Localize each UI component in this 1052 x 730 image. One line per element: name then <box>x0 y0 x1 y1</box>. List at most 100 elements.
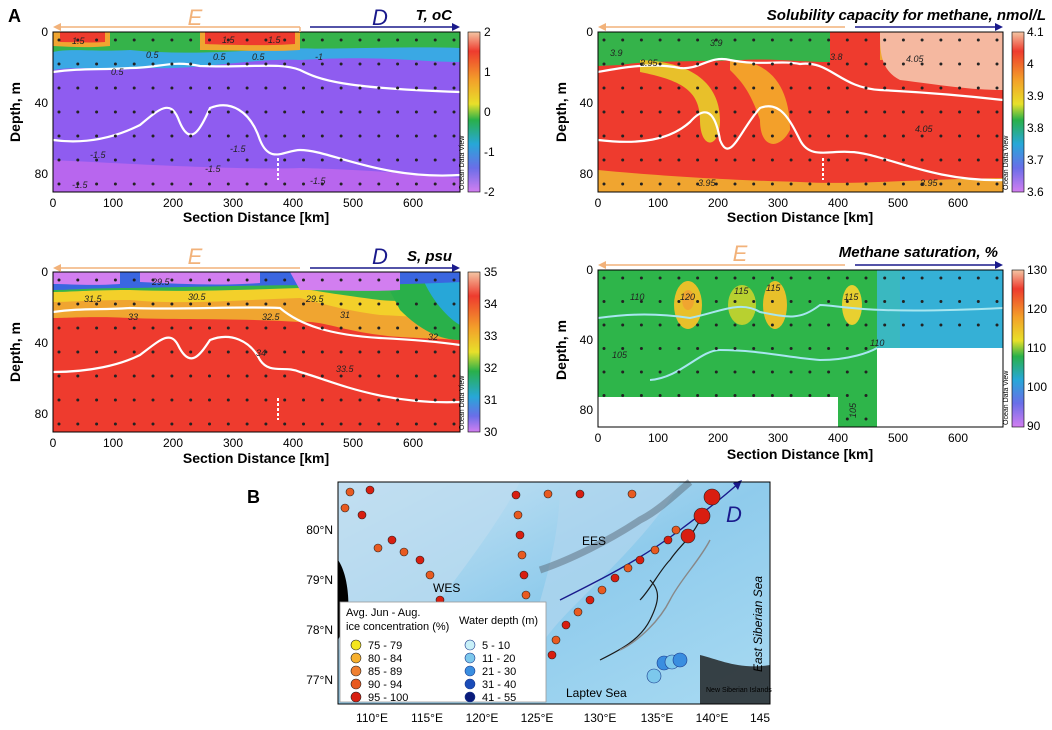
station-dot <box>151 158 155 162</box>
map-lon-label: 125°E <box>521 711 554 725</box>
station-dot <box>396 158 400 162</box>
station-dot <box>132 302 136 306</box>
station-dot <box>57 38 61 42</box>
salinity-xtick: 500 <box>343 436 363 450</box>
station-dot <box>189 62 193 66</box>
station-dot <box>414 398 418 402</box>
station-dot <box>939 86 943 90</box>
station-dot <box>245 422 249 426</box>
station-dot <box>958 134 962 138</box>
station-dot <box>396 350 400 354</box>
station-dot <box>714 134 718 138</box>
station-dot <box>433 182 437 186</box>
temperature-xtick: 300 <box>223 196 243 210</box>
station-dot <box>414 86 418 90</box>
station-dot <box>57 110 61 114</box>
station-dot <box>621 323 625 327</box>
salinity-colorbar-tick: 32 <box>484 361 498 375</box>
station-dot <box>283 422 287 426</box>
temperature-hot-patch-1 <box>60 32 105 43</box>
station-dot <box>151 134 155 138</box>
station-dot <box>208 38 211 42</box>
station-dot <box>789 158 793 162</box>
station-dot <box>339 86 343 90</box>
ice-legend-swatch <box>350 652 362 664</box>
station-dot <box>845 158 849 162</box>
station-dot <box>113 62 117 66</box>
station-dot <box>264 158 268 162</box>
station-dot <box>696 110 700 114</box>
station-dot <box>433 38 437 42</box>
salinity-contour-label: 32 <box>428 332 438 342</box>
depth-legend-swatch <box>464 678 476 690</box>
station-dot <box>658 158 662 162</box>
station-dot <box>602 110 606 114</box>
station-dot <box>433 158 437 162</box>
temperature-d-label: D <box>372 5 388 30</box>
station-dot <box>602 158 606 162</box>
station-dot <box>57 302 61 306</box>
station-dot <box>789 62 793 66</box>
station-dot <box>808 323 812 327</box>
salinity-ytick: 0 <box>41 265 48 279</box>
station-dot <box>452 374 456 378</box>
station-dot <box>95 86 99 90</box>
station-dot <box>827 86 831 90</box>
map-ice-dot <box>373 543 383 553</box>
station-dot <box>714 38 718 42</box>
salinity-isoline-lower <box>52 335 461 404</box>
station-dot <box>433 422 437 426</box>
saturation-odv-tag: Ocean Data View <box>1003 370 1010 425</box>
station-dot <box>452 110 456 114</box>
station-dot <box>789 110 793 114</box>
solubility-contour-label: 3.9 <box>710 38 723 48</box>
station-dot <box>808 182 812 186</box>
map-depth-dot <box>646 668 662 684</box>
station-dot <box>208 350 211 354</box>
station-dot <box>377 110 381 114</box>
saturation-patch-4 <box>842 285 862 325</box>
station-dot <box>320 278 324 282</box>
station-dot <box>602 370 606 374</box>
temperature-contour-label: -1.5 <box>90 150 107 160</box>
solubility-xtick: 200 <box>708 196 728 210</box>
station-dot <box>283 398 287 402</box>
station-dot <box>189 398 193 402</box>
solubility-orange-patch <box>730 60 790 144</box>
station-dot <box>958 62 962 66</box>
station-dot <box>677 158 681 162</box>
station-dot <box>339 158 343 162</box>
station-dot <box>995 158 999 162</box>
station-dot <box>733 276 737 280</box>
station-dot <box>189 134 193 138</box>
station-dot <box>639 370 643 374</box>
station-dot <box>396 278 400 282</box>
chart-temperature: 1.5 0.5 0.5 1.5 0.5 0.5 1.5 -1 -1.5 -1.5… <box>7 5 495 225</box>
saturation-e-label: E <box>733 241 748 266</box>
ice-legend-title-2: ice concentration (%) <box>346 621 449 633</box>
station-dot <box>602 86 606 90</box>
station-dot <box>770 86 774 90</box>
station-dot <box>808 347 812 350</box>
map-label-laptev: Laptev Sea <box>566 686 627 700</box>
station-dot <box>358 302 362 306</box>
station-dot <box>113 134 117 138</box>
station-dot <box>883 110 887 114</box>
station-dot <box>770 394 774 397</box>
station-dot <box>883 323 887 327</box>
station-dot <box>189 326 193 330</box>
station-dot <box>283 134 287 138</box>
station-dot <box>920 300 924 303</box>
station-dot <box>677 110 681 114</box>
station-dot <box>452 350 456 354</box>
station-dot <box>808 110 812 114</box>
station-dot <box>883 134 887 138</box>
solubility-yellow-patch <box>640 60 720 143</box>
station-dot <box>302 134 305 138</box>
salinity-frame <box>52 271 461 433</box>
station-dot <box>302 278 305 282</box>
station-dot <box>245 86 249 90</box>
salinity-ylabel: Depth, m <box>7 322 23 382</box>
station-dot <box>189 374 193 378</box>
station-dot <box>658 86 662 90</box>
